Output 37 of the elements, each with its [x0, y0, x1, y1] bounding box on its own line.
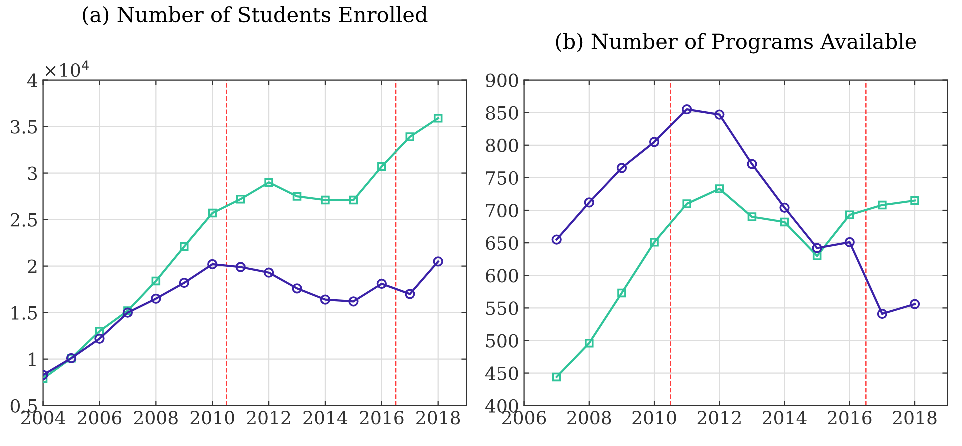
y-tick-label: 700 — [486, 204, 518, 218]
y-tick-label: 4 — [27, 74, 38, 88]
y-tick-label: 3 — [28, 166, 38, 180]
y-tick-label: 500 — [486, 334, 518, 348]
x-tick-label: 2008 — [134, 411, 178, 425]
y-tick-label: 3.5 — [11, 120, 38, 134]
y-tick-label: 750 — [486, 171, 518, 186]
x-tick-label: 2018 — [416, 411, 460, 425]
x-tick-label: 2014 — [304, 411, 348, 425]
y-tick-label: 400 — [486, 399, 518, 413]
y-tick-label: 800 — [486, 138, 518, 153]
y-tick-label: 850 — [486, 106, 518, 120]
y-tick-label: 0.5 — [10, 399, 38, 413]
y-tick-label: 450 — [486, 366, 518, 380]
y-tick-label: 650 — [486, 236, 518, 250]
y-tick-label: 2 — [28, 260, 37, 274]
x-tick-label: 2012 — [698, 411, 741, 425]
chart-title: (a) Number of Students Enrolled — [83, 6, 428, 26]
x-tick-label: 2006 — [502, 411, 546, 425]
x-tick-label: 2010 — [632, 411, 676, 425]
y-tick-label: 2.5 — [10, 213, 38, 227]
y-tick-label: 1 — [29, 352, 36, 366]
chart-title: (b) Number of Programs Available — [556, 33, 916, 54]
x-tick-label: 2004 — [22, 411, 66, 425]
y-tick-label: 900 — [486, 74, 518, 88]
x-tick-label: 2016 — [360, 411, 404, 425]
x-tick-label: 2018 — [893, 411, 937, 425]
x-tick-label: 2012 — [247, 411, 290, 425]
y-tick-label: 600 — [486, 269, 518, 283]
x-tick-label: 2006 — [78, 411, 122, 425]
x-tick-label: 2010 — [190, 411, 234, 425]
x-tick-label: 2008 — [568, 411, 612, 425]
text: ×10$^{4}$ — [46, 60, 89, 78]
x-tick-label: 2014 — [763, 411, 807, 425]
x-tick-label: 2016 — [828, 411, 872, 425]
y-tick-label: 1.5 — [12, 306, 38, 320]
y-tick-label: 550 — [486, 302, 518, 316]
